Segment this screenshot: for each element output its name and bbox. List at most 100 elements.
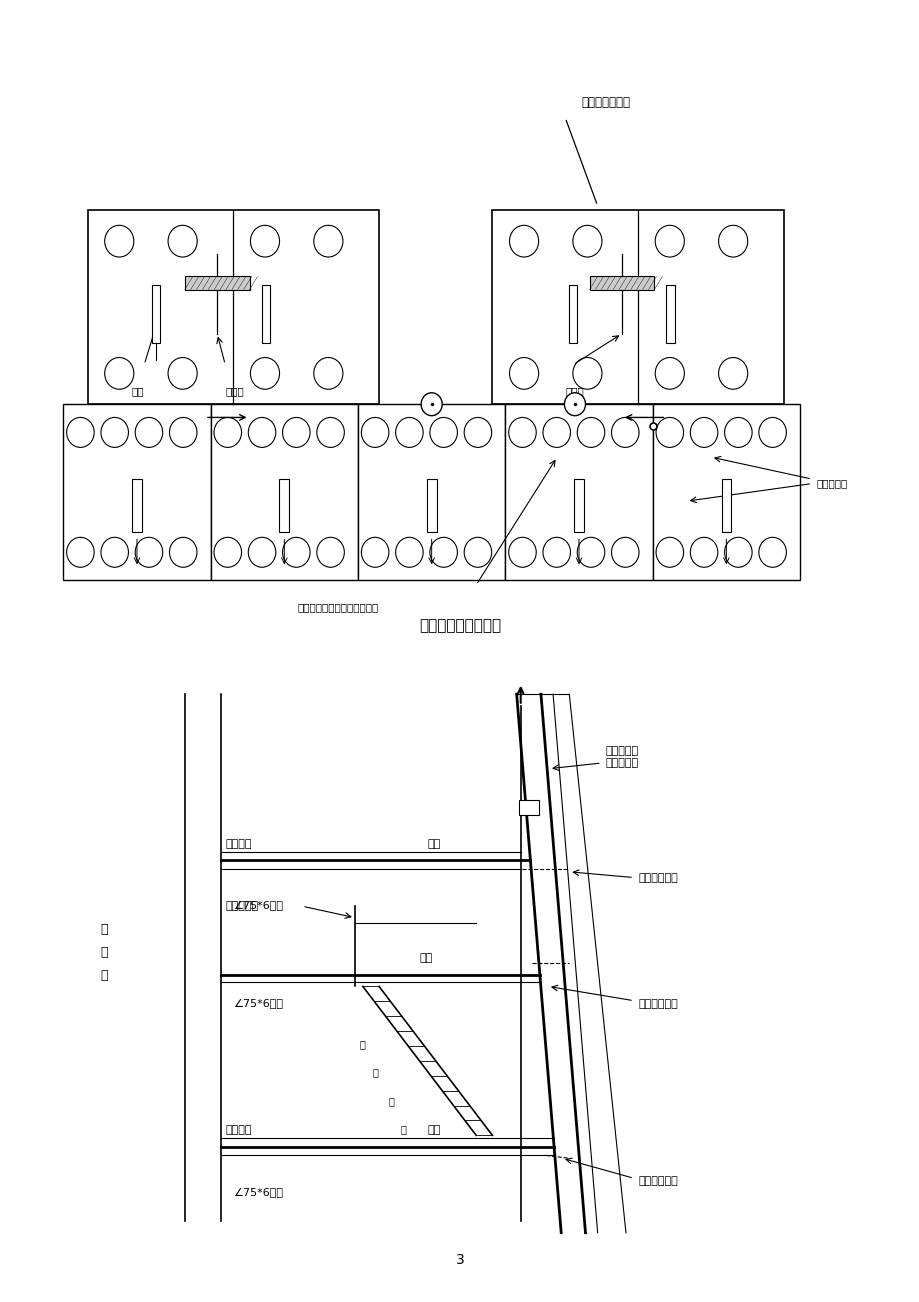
Text: 爬: 爬 [388, 1096, 393, 1105]
Circle shape [395, 538, 423, 568]
Bar [279, 479, 289, 533]
Circle shape [509, 358, 538, 389]
Circle shape [564, 393, 584, 415]
Circle shape [542, 418, 570, 448]
Bar [63, 404, 210, 581]
Circle shape [361, 418, 389, 448]
Text: 高炉平台: 高炉平台 [225, 838, 252, 849]
Bar [185, 276, 249, 289]
Text: ∠75*6角钢: ∠75*6角钢 [233, 1187, 283, 1198]
Circle shape [654, 358, 684, 389]
Circle shape [724, 538, 752, 568]
Text: 炉壳冷却壁
（拆除件）: 炉壳冷却壁 （拆除件） [605, 746, 638, 768]
Text: 跳板: 跳板 [419, 953, 432, 963]
Bar [569, 285, 577, 342]
Circle shape [282, 418, 310, 448]
Circle shape [611, 538, 639, 568]
Bar [153, 285, 160, 342]
Circle shape [135, 418, 163, 448]
Text: ∠75*6角钢: ∠75*6角钢 [233, 901, 283, 911]
Bar [573, 479, 584, 533]
Circle shape [724, 418, 752, 448]
Text: 时: 时 [371, 1068, 378, 1077]
Bar [518, 801, 539, 815]
Bar [652, 404, 800, 581]
Circle shape [718, 225, 747, 256]
Circle shape [316, 418, 344, 448]
Text: 临时作业平台: 临时作业平台 [638, 999, 677, 1009]
Circle shape [758, 418, 786, 448]
Circle shape [168, 358, 197, 389]
Text: 临: 临 [359, 1039, 366, 1048]
Circle shape [429, 418, 457, 448]
Text: 拆除起步第一块: 拆除起步第一块 [581, 96, 630, 109]
Circle shape [395, 418, 423, 448]
Text: 跳板: 跳板 [427, 838, 440, 849]
Circle shape [313, 358, 343, 389]
Circle shape [101, 418, 129, 448]
Circle shape [508, 418, 536, 448]
Text: 水平安全绳: 水平安全绳 [225, 901, 258, 911]
Text: 临时封闭平台: 临时封闭平台 [638, 872, 677, 883]
Circle shape [101, 538, 129, 568]
Circle shape [105, 225, 133, 256]
Text: 临时封闭平台: 临时封闭平台 [638, 1176, 677, 1186]
Text: 高炉平台: 高炉平台 [225, 1125, 252, 1135]
Text: 限位挡: 限位挡 [564, 387, 584, 397]
Bar [87, 211, 379, 404]
Circle shape [464, 418, 491, 448]
Text: 限位挡: 限位挡 [225, 387, 244, 397]
Circle shape [689, 538, 717, 568]
Bar [132, 479, 142, 533]
Circle shape [429, 538, 457, 568]
Circle shape [611, 418, 639, 448]
Circle shape [421, 393, 442, 415]
Circle shape [655, 538, 683, 568]
Circle shape [66, 538, 94, 568]
Circle shape [248, 418, 276, 448]
Circle shape [542, 538, 570, 568]
Text: 框
架
柱: 框 架 柱 [100, 923, 108, 982]
Bar [589, 276, 653, 289]
Circle shape [576, 538, 604, 568]
Circle shape [655, 418, 683, 448]
Circle shape [758, 538, 786, 568]
Circle shape [508, 538, 536, 568]
Circle shape [169, 538, 197, 568]
Text: 跳板: 跳板 [427, 1125, 440, 1135]
Circle shape [66, 418, 94, 448]
Circle shape [573, 358, 601, 389]
Circle shape [105, 358, 133, 389]
Bar [720, 479, 731, 533]
Circle shape [718, 358, 747, 389]
Text: 3: 3 [455, 1253, 464, 1267]
Circle shape [250, 225, 279, 256]
Circle shape [689, 418, 717, 448]
Circle shape [654, 225, 684, 256]
Bar [210, 404, 357, 581]
Bar [426, 479, 436, 533]
Bar [665, 285, 674, 342]
Text: 梯: 梯 [400, 1125, 406, 1134]
Circle shape [282, 538, 310, 568]
Circle shape [168, 225, 197, 256]
Bar [357, 404, 505, 581]
Bar [261, 285, 269, 342]
Text: ∠75*6角钢: ∠75*6角钢 [233, 999, 283, 1009]
Circle shape [509, 225, 538, 256]
Text: 先气割立缝: 先气割立缝 [815, 479, 846, 488]
Circle shape [169, 418, 197, 448]
Circle shape [316, 538, 344, 568]
Circle shape [214, 418, 242, 448]
Text: 待拆除件牵引状态下气割环缝: 待拆除件牵引状态下气割环缝 [298, 603, 379, 612]
Circle shape [361, 538, 389, 568]
Bar [505, 404, 652, 581]
Circle shape [214, 538, 242, 568]
Circle shape [135, 538, 163, 568]
Circle shape [313, 225, 343, 256]
Circle shape [248, 538, 276, 568]
Circle shape [576, 418, 604, 448]
Circle shape [464, 538, 491, 568]
Text: 吊耳: 吊耳 [131, 387, 144, 397]
Text: 炉壳拆除气割示意图: 炉壳拆除气割示意图 [418, 618, 501, 633]
